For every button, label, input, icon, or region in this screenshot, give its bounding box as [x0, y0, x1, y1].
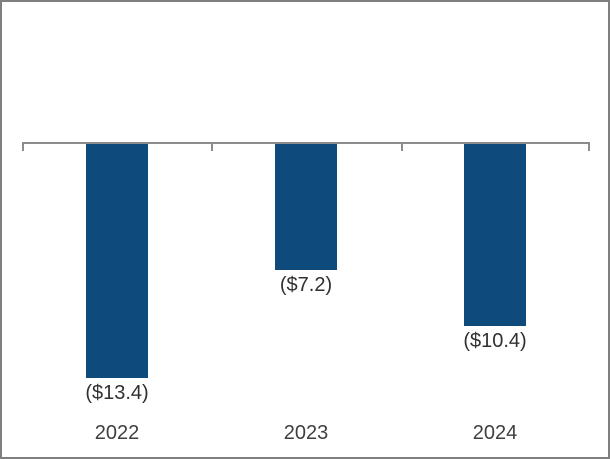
axis-tick	[588, 142, 590, 151]
x-axis-zero-line	[22, 142, 590, 144]
data-label: ($7.2)	[279, 274, 333, 296]
axis-tick	[401, 142, 403, 151]
category-label: 2024	[472, 422, 518, 444]
axis-tick	[22, 142, 24, 151]
category-label: 2022	[94, 422, 140, 444]
data-label: ($10.4)	[463, 330, 527, 352]
bar-2024	[464, 144, 526, 326]
axis-tick	[211, 142, 213, 151]
bar-2022	[86, 144, 148, 378]
bar-2023	[275, 144, 337, 270]
data-label: ($13.4)	[85, 382, 149, 404]
category-label: 2023	[283, 422, 329, 444]
